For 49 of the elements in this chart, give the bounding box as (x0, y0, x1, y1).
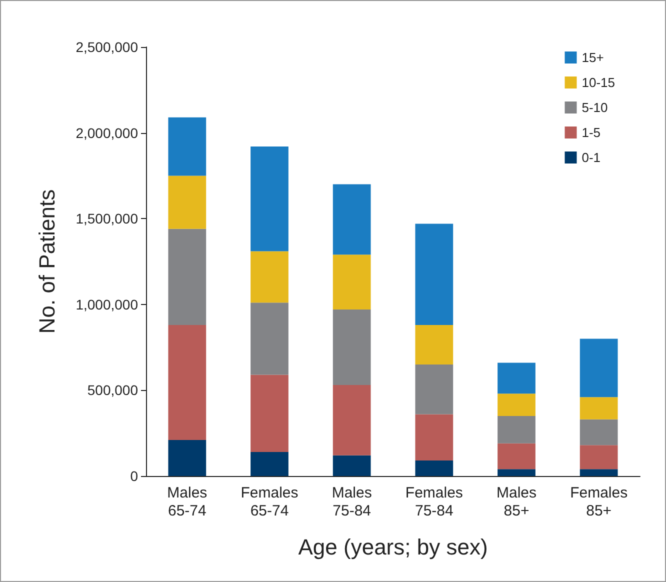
x-tick-label: Females 75-84 (405, 484, 463, 520)
x-axis-title: Age (years; by sex) (298, 534, 488, 560)
legend-label: 1-5 (582, 125, 601, 140)
bar (250, 452, 288, 476)
bar (415, 460, 454, 476)
x-tick-label: Females 85+ (570, 484, 628, 520)
x-tick-label: Males 85+ (496, 484, 537, 520)
y-tick-label: 2,000,000 (76, 124, 138, 141)
y-tick-label: 1,500,000 (76, 210, 138, 227)
y-tick-label: 500,000 (87, 382, 138, 398)
bar (415, 414, 454, 461)
bar (168, 176, 206, 229)
bar (250, 251, 288, 303)
bar (332, 455, 371, 476)
bar (168, 117, 206, 176)
legend-label: 5-10 (582, 100, 608, 115)
bar (332, 254, 371, 310)
y-axis-title: No. of Patients (34, 189, 60, 334)
y-tick-label: 2,500,000 (76, 39, 138, 55)
bar (250, 302, 288, 375)
bar (498, 362, 536, 394)
bar (415, 224, 454, 325)
bar (168, 324, 206, 440)
y-tick-label: 1,000,000 (76, 296, 138, 312)
bar (498, 394, 536, 416)
bar (498, 443, 536, 470)
bar (580, 445, 618, 470)
bar (580, 338, 618, 398)
x-tick-label: Males 65-74 (167, 484, 208, 520)
y-tick-label: 0 (130, 468, 138, 484)
x-tick-label: Males 75-84 (332, 484, 372, 520)
bar (332, 385, 371, 456)
bar (332, 310, 371, 386)
bar (168, 228, 206, 325)
bar (168, 440, 206, 476)
bar (250, 146, 288, 252)
bar (580, 419, 618, 446)
legend-label: 10-15 (582, 75, 615, 90)
bar (415, 324, 454, 364)
bar (498, 416, 536, 444)
bar (580, 469, 618, 476)
bar (332, 184, 371, 255)
bar (580, 397, 618, 420)
bar (498, 469, 536, 476)
x-tick-label: Females 65-74 (240, 484, 298, 520)
bar (415, 364, 454, 414)
legend-label: 0-1 (582, 150, 601, 165)
bar (250, 374, 288, 452)
legend-label: 15+ (582, 50, 604, 65)
